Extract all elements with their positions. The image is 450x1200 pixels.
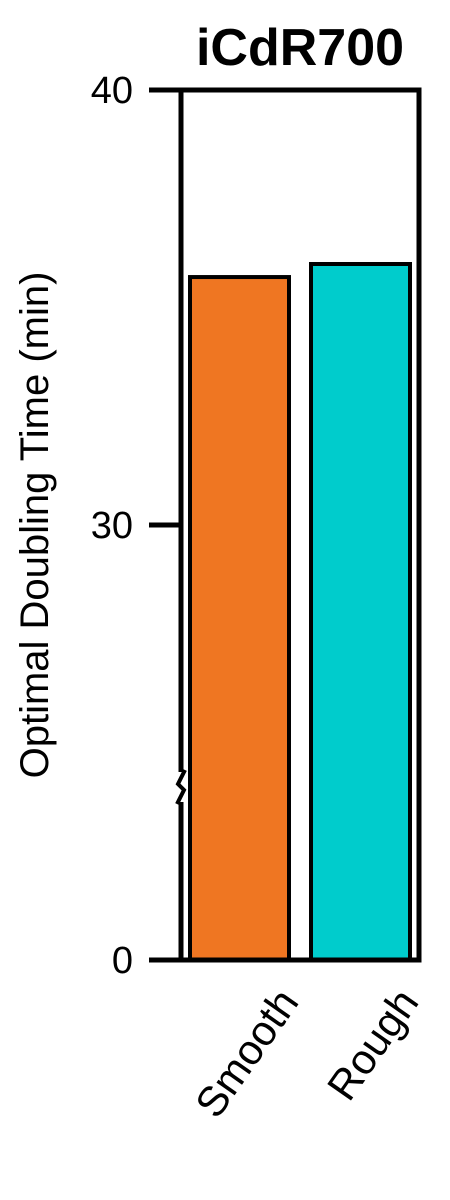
bar-smooth bbox=[190, 277, 289, 960]
y-axis-ticks: 0 30 40 bbox=[91, 70, 181, 982]
x-axis-category-labels: Smooth Rough bbox=[186, 980, 428, 1126]
axis-break-marker bbox=[175, 770, 187, 804]
bar-rough bbox=[311, 264, 410, 960]
x-category-label-smooth: Smooth bbox=[186, 980, 308, 1126]
y-tick-label-40: 40 bbox=[91, 70, 133, 112]
y-tick-label-30: 30 bbox=[91, 505, 133, 547]
y-tick-label-0: 0 bbox=[112, 940, 133, 982]
y-axis-label: Optimal Doubling Time (min) bbox=[13, 272, 57, 779]
bars-layer bbox=[190, 264, 410, 960]
x-category-label-rough: Rough bbox=[318, 980, 427, 1108]
chart-title: iCdR700 bbox=[196, 19, 404, 77]
